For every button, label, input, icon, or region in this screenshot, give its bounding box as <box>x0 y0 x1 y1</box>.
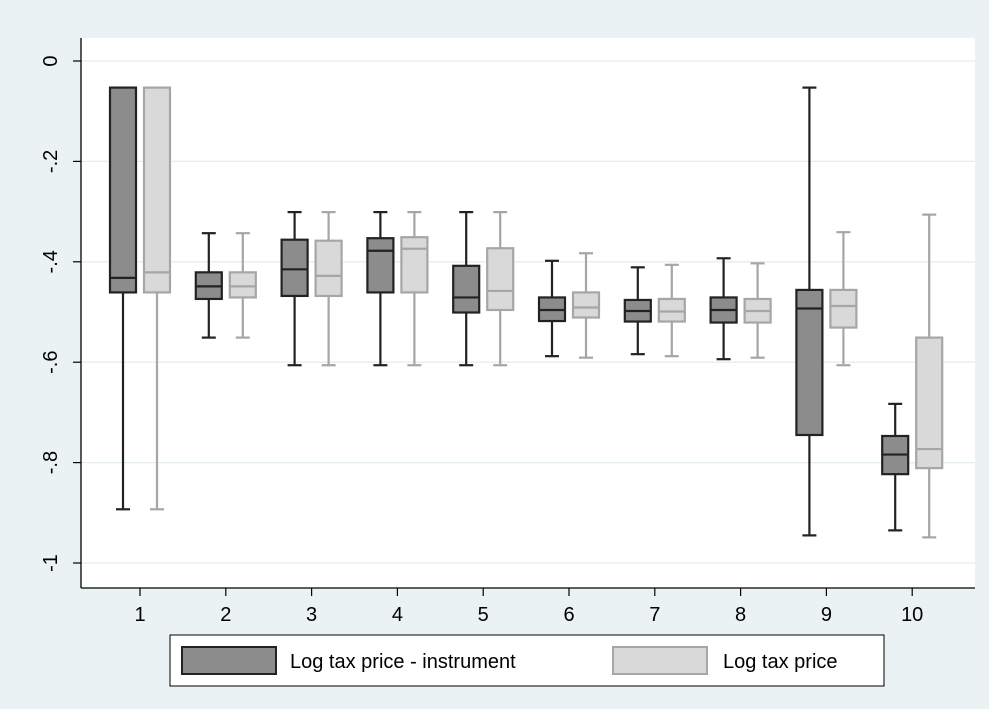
box <box>228 271 257 299</box>
x-tick-label: 4 <box>392 604 403 626</box>
x-tick-label: 8 <box>735 604 746 626</box>
box-plot <box>280 211 309 367</box>
box-plot <box>400 211 429 367</box>
box-plot <box>571 252 601 359</box>
box <box>314 239 343 298</box>
box-plot <box>108 86 138 511</box>
legend-label: Log tax price - instrument <box>290 651 516 673</box>
box-plot <box>142 86 172 511</box>
box-plot <box>486 211 515 367</box>
box-plot <box>657 263 686 358</box>
x-tick-label: 5 <box>478 604 489 626</box>
box <box>366 237 395 294</box>
x-tick-label: 7 <box>649 604 660 626</box>
box <box>108 86 138 294</box>
x-tick-label: 6 <box>563 604 574 626</box>
box <box>452 264 481 314</box>
box-plot <box>314 211 343 367</box>
box-plot <box>228 232 257 339</box>
legend: Log tax price - instrument Log tax price <box>169 634 885 687</box>
x-tick-label: 1 <box>134 604 145 626</box>
y-tick-label: 0 <box>40 55 62 66</box>
y-tick-label: -.2 <box>40 150 62 173</box>
y-tick-label: -1 <box>40 554 62 572</box>
box-plot <box>795 86 824 537</box>
x-tick-label: 2 <box>220 604 231 626</box>
box <box>142 86 172 294</box>
y-tick-label: -.8 <box>40 451 62 474</box>
axes: 0 -.2 -.4 -.6 -.8 -1 1 2 3 4 5 6 7 8 9 10 <box>40 55 923 626</box>
box <box>657 297 686 323</box>
legend-label: Log tax price <box>723 651 838 673</box>
box-plot <box>881 402 910 532</box>
boxes <box>108 86 944 539</box>
x-tick-label: 9 <box>821 604 832 626</box>
box-plot <box>623 266 652 356</box>
box <box>571 291 601 319</box>
box <box>280 238 309 298</box>
x-tick-label: 10 <box>901 604 923 626</box>
box-plot <box>366 211 395 367</box>
legend-swatch <box>181 646 277 675</box>
box <box>486 247 515 312</box>
box-plot <box>452 211 481 367</box>
box-plot <box>915 213 944 539</box>
x-tick-label: 3 <box>306 604 317 626</box>
legend-frame <box>169 634 885 687</box>
box <box>795 288 824 437</box>
box-plot <box>194 232 223 339</box>
y-tick-label: -.4 <box>40 250 62 273</box>
box <box>829 288 858 329</box>
grid <box>81 60 975 564</box>
box-plot <box>709 257 738 361</box>
y-tick-label: -.6 <box>40 351 62 374</box>
box <box>400 236 429 294</box>
box-plot <box>537 259 567 358</box>
box <box>915 336 944 470</box>
legend-swatch <box>612 646 708 675</box>
box-plot <box>829 231 858 367</box>
box-plot <box>743 262 772 359</box>
plot-area <box>81 38 975 588</box>
